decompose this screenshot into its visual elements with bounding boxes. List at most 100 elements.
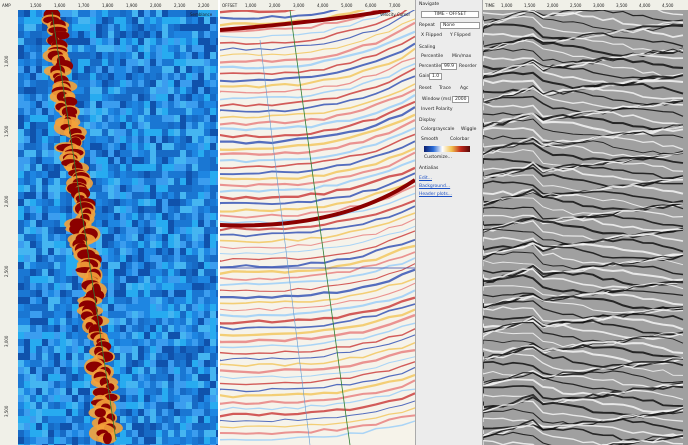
- heat-cell: [60, 213, 66, 220]
- radio[interactable]: Agc: [460, 86, 468, 91]
- checkbox[interactable]: Antialias: [419, 166, 438, 171]
- heat-cell: [168, 122, 174, 129]
- heat-cell: [108, 80, 114, 87]
- heat-cell: [156, 290, 162, 297]
- heat-cell: [120, 185, 126, 192]
- heat-cell: [120, 213, 126, 220]
- radio[interactable]: Colorgrayscale: [421, 127, 454, 132]
- heat-cell: [24, 59, 30, 66]
- heat-cell: [18, 360, 24, 367]
- link[interactable]: Header plots...: [419, 192, 452, 197]
- heat-cell: [210, 213, 216, 220]
- heat-cell: [24, 52, 30, 59]
- heat-cell: [24, 115, 30, 122]
- heat-cell: [216, 269, 218, 276]
- heat-cell: [150, 304, 156, 311]
- heat-cell: [90, 143, 96, 150]
- heat-cell: [204, 290, 210, 297]
- heat-cell: [204, 276, 210, 283]
- heat-cell: [54, 388, 60, 395]
- checkbox[interactable]: Smooth: [421, 137, 438, 142]
- link[interactable]: Background...: [419, 184, 450, 189]
- checkbox[interactable]: Colorbar: [450, 137, 469, 142]
- heat-cell: [150, 353, 156, 360]
- heat-cell: [162, 304, 168, 311]
- heat-cell: [156, 45, 162, 52]
- heat-cell: [168, 101, 174, 108]
- heat-cell: [174, 311, 180, 318]
- heat-cell: [204, 430, 210, 437]
- heat-cell: [114, 59, 120, 66]
- input[interactable]: 99.9: [441, 63, 457, 70]
- heat-cell: [138, 185, 144, 192]
- heat-cell: [60, 297, 66, 304]
- heat-cell: [90, 136, 96, 143]
- heat-cell: [120, 395, 126, 402]
- heat-cell: [192, 185, 198, 192]
- heat-cell: [192, 430, 198, 437]
- heat-cell: [54, 395, 60, 402]
- heat-cell: [120, 129, 126, 136]
- radio[interactable]: Reset: [419, 86, 432, 91]
- radio[interactable]: Min/max: [452, 54, 471, 59]
- input[interactable]: 2000: [452, 96, 469, 103]
- heat-cell: [186, 24, 192, 31]
- heat-cell: [132, 388, 138, 395]
- heat-cell: [132, 346, 138, 353]
- heat-cell: [42, 248, 48, 255]
- heat-cell: [36, 192, 42, 199]
- heat-cell: [192, 227, 198, 234]
- heat-cell: [198, 129, 204, 136]
- heat-cell: [186, 367, 192, 374]
- heat-cell: [210, 220, 216, 227]
- heat-cell: [216, 297, 218, 304]
- heat-cell: [180, 367, 186, 374]
- heat-cell: [30, 388, 36, 395]
- radio[interactable]: Trace: [439, 86, 451, 91]
- heat-cell: [42, 241, 48, 248]
- heat-cell: [120, 367, 126, 374]
- heat-cell: [54, 213, 60, 220]
- button[interactable]: Customize...: [424, 155, 452, 160]
- checkbox[interactable]: X Flipped: [421, 33, 442, 38]
- heat-cell: [126, 388, 132, 395]
- heat-cell: [204, 66, 210, 73]
- heat-cell: [150, 185, 156, 192]
- heat-cell: [162, 192, 168, 199]
- heat-cell: [138, 108, 144, 115]
- radio[interactable]: Wiggle: [461, 127, 476, 132]
- radio[interactable]: Percentile: [421, 54, 443, 59]
- heat-cell: [60, 367, 66, 374]
- heat-cell: [30, 381, 36, 388]
- heat-cell: [216, 45, 218, 52]
- heat-cell: [198, 178, 204, 185]
- colorbar: [424, 146, 470, 152]
- heat-cell: [174, 178, 180, 185]
- heat-cell: [18, 409, 24, 416]
- heat-cell: [150, 31, 156, 38]
- heat-cell: [156, 150, 162, 157]
- heat-cell: [72, 297, 78, 304]
- heat-cell: [150, 94, 156, 101]
- heat-cell: [180, 17, 186, 24]
- heat-cell: [114, 45, 120, 52]
- checkbox[interactable]: Reorder: [459, 64, 477, 69]
- checkbox[interactable]: Y Flipped: [450, 33, 471, 38]
- heat-cell: [210, 59, 216, 66]
- dropdown[interactable]: None: [440, 22, 480, 29]
- heat-cell: [186, 45, 192, 52]
- input[interactable]: 1.0: [429, 73, 442, 80]
- heat-cell: [156, 346, 162, 353]
- link[interactable]: Edit...: [419, 176, 432, 181]
- heat-cell: [198, 185, 204, 192]
- heat-cell: [48, 297, 54, 304]
- heat-cell: [132, 374, 138, 381]
- checkbox[interactable]: Invert Polarity: [421, 107, 453, 112]
- button[interactable]: TIME - OFFSET: [421, 11, 479, 18]
- heat-cell: [96, 59, 102, 66]
- heat-cell: [150, 115, 156, 122]
- heat-cell: [180, 437, 186, 444]
- heat-cell: [90, 66, 96, 73]
- heat-cell: [174, 52, 180, 59]
- heat-cell: [54, 157, 60, 164]
